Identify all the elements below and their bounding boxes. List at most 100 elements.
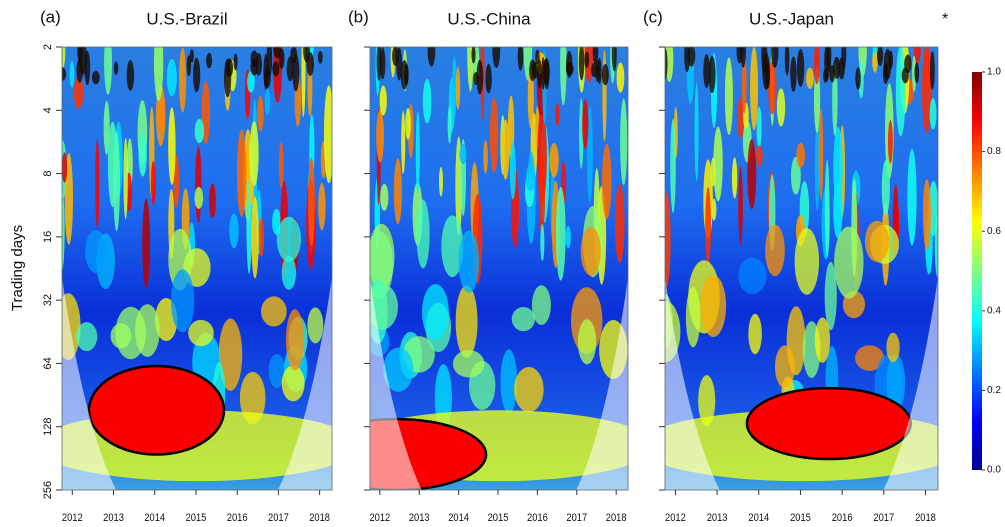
coherence-streak xyxy=(62,47,66,68)
coherence-streak xyxy=(308,157,315,247)
y-axis-label: Trading days xyxy=(9,225,26,311)
coherence-streak xyxy=(393,158,402,225)
coherence-streak xyxy=(392,47,399,66)
coherence-streak xyxy=(665,47,674,83)
coherence-streak xyxy=(670,118,676,213)
coherence-blob xyxy=(577,319,597,365)
coherence-streak xyxy=(257,95,264,132)
coherence-streak xyxy=(921,47,932,134)
coherence-streak xyxy=(881,159,890,216)
coherence-streak xyxy=(540,223,545,262)
coherence-blob xyxy=(864,220,890,262)
coherence-streak xyxy=(756,106,762,149)
coherence-streak xyxy=(592,47,599,65)
coherence-streak xyxy=(194,186,204,209)
y-tick-label: 64 xyxy=(42,357,54,369)
coherence-streak xyxy=(541,57,546,90)
coherence-blob xyxy=(834,226,864,299)
coherence-streak xyxy=(142,198,151,289)
coherence-streak xyxy=(560,47,567,106)
x-tick-label: 2018 xyxy=(606,512,627,524)
coherence-streak xyxy=(895,47,906,137)
coherence-blob xyxy=(383,347,414,392)
coherence-blob xyxy=(531,285,551,326)
coherence-streak xyxy=(192,57,201,93)
coherence-streak xyxy=(323,85,332,184)
coherence-streak xyxy=(555,103,560,127)
coherence-blob xyxy=(135,304,160,357)
coherence-streak xyxy=(566,50,573,78)
coherence-streak xyxy=(833,126,843,209)
cone-of-influence xyxy=(62,277,116,490)
plot-frame xyxy=(369,46,629,491)
coherence-streak xyxy=(841,47,847,70)
coherence-blob xyxy=(76,322,98,352)
coherence-blob xyxy=(307,307,324,344)
coherence-streak xyxy=(611,47,617,72)
coherence-streak xyxy=(684,47,691,73)
coherence-streak xyxy=(84,50,91,86)
x-tick-label: 2017 xyxy=(566,512,587,524)
heatmap-layer xyxy=(370,47,628,490)
coherence-streak xyxy=(422,78,432,124)
coherence-streak xyxy=(455,136,463,236)
coherence-streak xyxy=(195,146,202,223)
coherence-streak xyxy=(872,51,878,73)
coherence-streak xyxy=(489,97,499,173)
x-tick-label: 2017 xyxy=(873,512,894,524)
coherence-streak xyxy=(544,58,550,90)
coherence-streak xyxy=(286,56,294,82)
coherence-streak xyxy=(517,47,524,71)
coherence-blob xyxy=(239,371,266,425)
coherence-streak xyxy=(601,143,612,220)
coherence-streak xyxy=(597,57,602,85)
x-tick-label: 2014 xyxy=(448,512,469,524)
y-tick-label: 16 xyxy=(42,231,54,243)
coherence-streak xyxy=(104,47,112,95)
x-tick-label: 2014 xyxy=(748,512,769,524)
cone-of-influence xyxy=(278,277,332,490)
coherence-streak xyxy=(107,121,118,208)
coherence-blob xyxy=(458,230,480,293)
coherence-streak xyxy=(451,56,457,118)
coherence-streak xyxy=(790,156,801,195)
coherence-streak xyxy=(790,56,797,92)
panel-label: (c) xyxy=(643,7,663,26)
coherence-blob xyxy=(188,319,214,347)
coherence-streak xyxy=(771,47,779,68)
coherence-streak xyxy=(814,120,820,211)
x-tick-label: 2014 xyxy=(144,512,165,524)
coherence-streak xyxy=(591,62,599,78)
coherence-streak xyxy=(776,88,786,127)
coherence-streak xyxy=(616,62,625,93)
coherence-streak xyxy=(929,50,935,90)
coherence-streak xyxy=(535,49,540,65)
coherence-region xyxy=(87,364,226,456)
coherence-streak xyxy=(113,61,119,75)
heatmap-panel: (a) U.S.-Brazil 2012 2013 2014 2015 2016 2017 20… xyxy=(9,7,333,524)
coherence-streak xyxy=(601,64,609,86)
coherence-blob xyxy=(455,285,478,358)
coherence-streak xyxy=(665,192,671,287)
coherence-streak xyxy=(614,184,625,264)
coherence-streak xyxy=(278,141,284,189)
coherence-streak xyxy=(907,148,917,246)
y-tick-label: 2 xyxy=(42,44,54,50)
coherence-streak xyxy=(901,67,909,84)
coherence-streak xyxy=(883,48,892,80)
coherence-blob xyxy=(580,226,601,276)
coherence-streak xyxy=(602,49,607,142)
coherence-streak xyxy=(705,187,711,266)
x-tick-label: 2013 xyxy=(707,512,728,524)
coherence-streak xyxy=(318,182,326,231)
coherence-blob xyxy=(886,354,906,411)
coherence-streak xyxy=(77,47,83,63)
coherence-blob xyxy=(170,269,195,333)
x-tick-label: 2013 xyxy=(409,512,430,524)
coherence-streak xyxy=(912,55,917,93)
coherence-streak xyxy=(483,140,488,174)
coherence-streak xyxy=(376,47,382,81)
coherence-streak xyxy=(62,67,67,81)
panel-title: U.S.-Japan xyxy=(749,9,834,28)
coherence-streak xyxy=(928,181,938,237)
